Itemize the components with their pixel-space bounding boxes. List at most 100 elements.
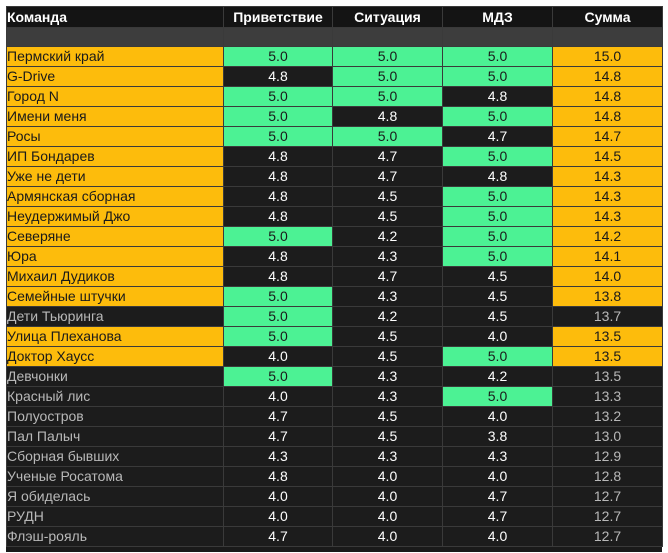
greeting-score-cell: 4.8 <box>223 166 333 187</box>
greeting-score-cell: 4.0 <box>223 386 333 407</box>
mdz-score-cell: 4.8 <box>442 86 553 107</box>
situation-score-cell: 5.0 <box>332 66 443 87</box>
total-score-cell: 13.3 <box>552 386 663 407</box>
mdz-score-cell: 4.0 <box>442 526 553 547</box>
team-name-cell: Росы <box>6 126 224 147</box>
total-score-cell: 14.7 <box>552 126 663 147</box>
table-row: Росы 5.0 5.0 4.7 14.7 <box>6 126 663 147</box>
situation-score-cell: 4.8 <box>332 106 443 127</box>
table-row: Улица Плеханова 5.0 4.5 4.0 13.5 <box>6 326 663 347</box>
team-name-cell: Полуостров <box>6 406 224 427</box>
team-name-cell: Доктор Хаусс <box>6 346 224 367</box>
mdz-score-cell: 5.0 <box>442 106 553 127</box>
situation-score-cell: 5.0 <box>332 46 443 67</box>
table-row: РУДН 4.0 4.0 4.7 12.7 <box>6 506 663 527</box>
greeting-score-cell: 4.0 <box>223 486 333 507</box>
table-row: Дети Тьюринга 5.0 4.2 4.5 13.7 <box>6 306 663 327</box>
mdz-score-cell: 5.0 <box>442 46 553 67</box>
team-name-cell: Сборная бывших <box>6 446 224 467</box>
table-row: Имени меня 5.0 4.8 5.0 14.8 <box>6 106 663 127</box>
results-table: Команда Приветствие Ситуация МДЗ Сумма П… <box>6 6 663 547</box>
total-score-cell: 12.7 <box>552 506 663 527</box>
situation-score-cell: 4.2 <box>332 306 443 327</box>
team-name-cell: Девчонки <box>6 366 224 387</box>
greeting-score-cell: 4.7 <box>223 526 333 547</box>
team-name-cell: G-Drive <box>6 66 224 87</box>
total-score-cell: 14.3 <box>552 206 663 227</box>
table-row: Ученые Росатома 4.8 4.0 4.0 12.8 <box>6 466 663 487</box>
table-row: Пал Палыч 4.7 4.5 3.8 13.0 <box>6 426 663 447</box>
total-score-cell: 14.8 <box>552 66 663 87</box>
total-score-cell: 14.3 <box>552 166 663 187</box>
situation-score-cell: 4.7 <box>332 266 443 287</box>
column-header-greeting: Приветствие <box>223 6 333 28</box>
total-score-cell: 15.0 <box>552 46 663 67</box>
team-name-cell: Семейные штучки <box>6 286 224 307</box>
situation-score-cell: 4.3 <box>332 386 443 407</box>
team-name-cell: Имени меня <box>6 106 224 127</box>
results-table-container: Команда Приветствие Ситуация МДЗ Сумма П… <box>6 6 663 552</box>
table-row: Полуостров 4.7 4.5 4.0 13.2 <box>6 406 663 427</box>
situation-score-cell: 4.7 <box>332 146 443 167</box>
greeting-score-cell: 4.7 <box>223 426 333 447</box>
situation-score-cell: 5.0 <box>332 86 443 107</box>
situation-score-cell: 4.5 <box>332 346 443 367</box>
team-name-cell: Пермский край <box>6 46 224 67</box>
total-score-cell: 14.5 <box>552 146 663 167</box>
mdz-score-cell: 4.7 <box>442 126 553 147</box>
greeting-score-cell: 4.8 <box>223 266 333 287</box>
table-row: Девчонки 5.0 4.3 4.2 13.5 <box>6 366 663 387</box>
mdz-score-cell: 5.0 <box>442 386 553 407</box>
total-score-cell: 12.7 <box>552 526 663 547</box>
table-row: ИП Бондарев 4.8 4.7 5.0 14.5 <box>6 146 663 167</box>
situation-score-cell: 5.0 <box>332 126 443 147</box>
table-row: Неудержимый Джо 4.8 4.5 5.0 14.3 <box>6 206 663 227</box>
situation-score-cell: 4.0 <box>332 466 443 487</box>
situation-score-cell: 4.2 <box>332 226 443 247</box>
mdz-score-cell: 4.2 <box>442 366 553 387</box>
mdz-score-cell: 5.0 <box>442 246 553 267</box>
total-score-cell: 12.8 <box>552 466 663 487</box>
spacer-row <box>6 27 663 47</box>
greeting-score-cell: 5.0 <box>223 86 333 107</box>
greeting-score-cell: 5.0 <box>223 366 333 387</box>
spacer-cell <box>552 27 663 47</box>
team-name-cell: Улица Плеханова <box>6 326 224 347</box>
situation-score-cell: 4.3 <box>332 286 443 307</box>
situation-score-cell: 4.0 <box>332 506 443 527</box>
team-name-cell: Я обиделась <box>6 486 224 507</box>
mdz-score-cell: 4.0 <box>442 406 553 427</box>
greeting-score-cell: 5.0 <box>223 306 333 327</box>
total-score-cell: 13.8 <box>552 286 663 307</box>
total-score-cell: 14.8 <box>552 86 663 107</box>
table-row: Семейные штучки 5.0 4.3 4.5 13.8 <box>6 286 663 307</box>
mdz-score-cell: 3.8 <box>442 426 553 447</box>
mdz-score-cell: 4.7 <box>442 506 553 527</box>
greeting-score-cell: 4.0 <box>223 506 333 527</box>
greeting-score-cell: 4.7 <box>223 406 333 427</box>
team-name-cell: Юра <box>6 246 224 267</box>
team-name-cell: Михаил Дудиков <box>6 266 224 287</box>
mdz-score-cell: 4.5 <box>442 266 553 287</box>
team-name-cell: Северяне <box>6 226 224 247</box>
greeting-score-cell: 5.0 <box>223 126 333 147</box>
team-name-cell: Неудержимый Джо <box>6 206 224 227</box>
mdz-score-cell: 5.0 <box>442 186 553 207</box>
situation-score-cell: 4.5 <box>332 206 443 227</box>
team-name-cell: Ученые Росатома <box>6 466 224 487</box>
situation-score-cell: 4.7 <box>332 166 443 187</box>
total-score-cell: 13.5 <box>552 366 663 387</box>
table-row: Уже не дети 4.8 4.7 4.8 14.3 <box>6 166 663 187</box>
team-name-cell: Флэш-рояль <box>6 526 224 547</box>
greeting-score-cell: 5.0 <box>223 106 333 127</box>
situation-score-cell: 4.3 <box>332 446 443 467</box>
table-row: Флэш-рояль 4.7 4.0 4.0 12.7 <box>6 526 663 547</box>
greeting-score-cell: 5.0 <box>223 226 333 247</box>
spacer-cell <box>442 27 553 47</box>
spacer-cell <box>332 27 443 47</box>
team-name-cell: РУДН <box>6 506 224 527</box>
greeting-score-cell: 5.0 <box>223 326 333 347</box>
team-name-cell: Армянская сборная <box>6 186 224 207</box>
situation-score-cell: 4.3 <box>332 246 443 267</box>
total-score-cell: 13.7 <box>552 306 663 327</box>
